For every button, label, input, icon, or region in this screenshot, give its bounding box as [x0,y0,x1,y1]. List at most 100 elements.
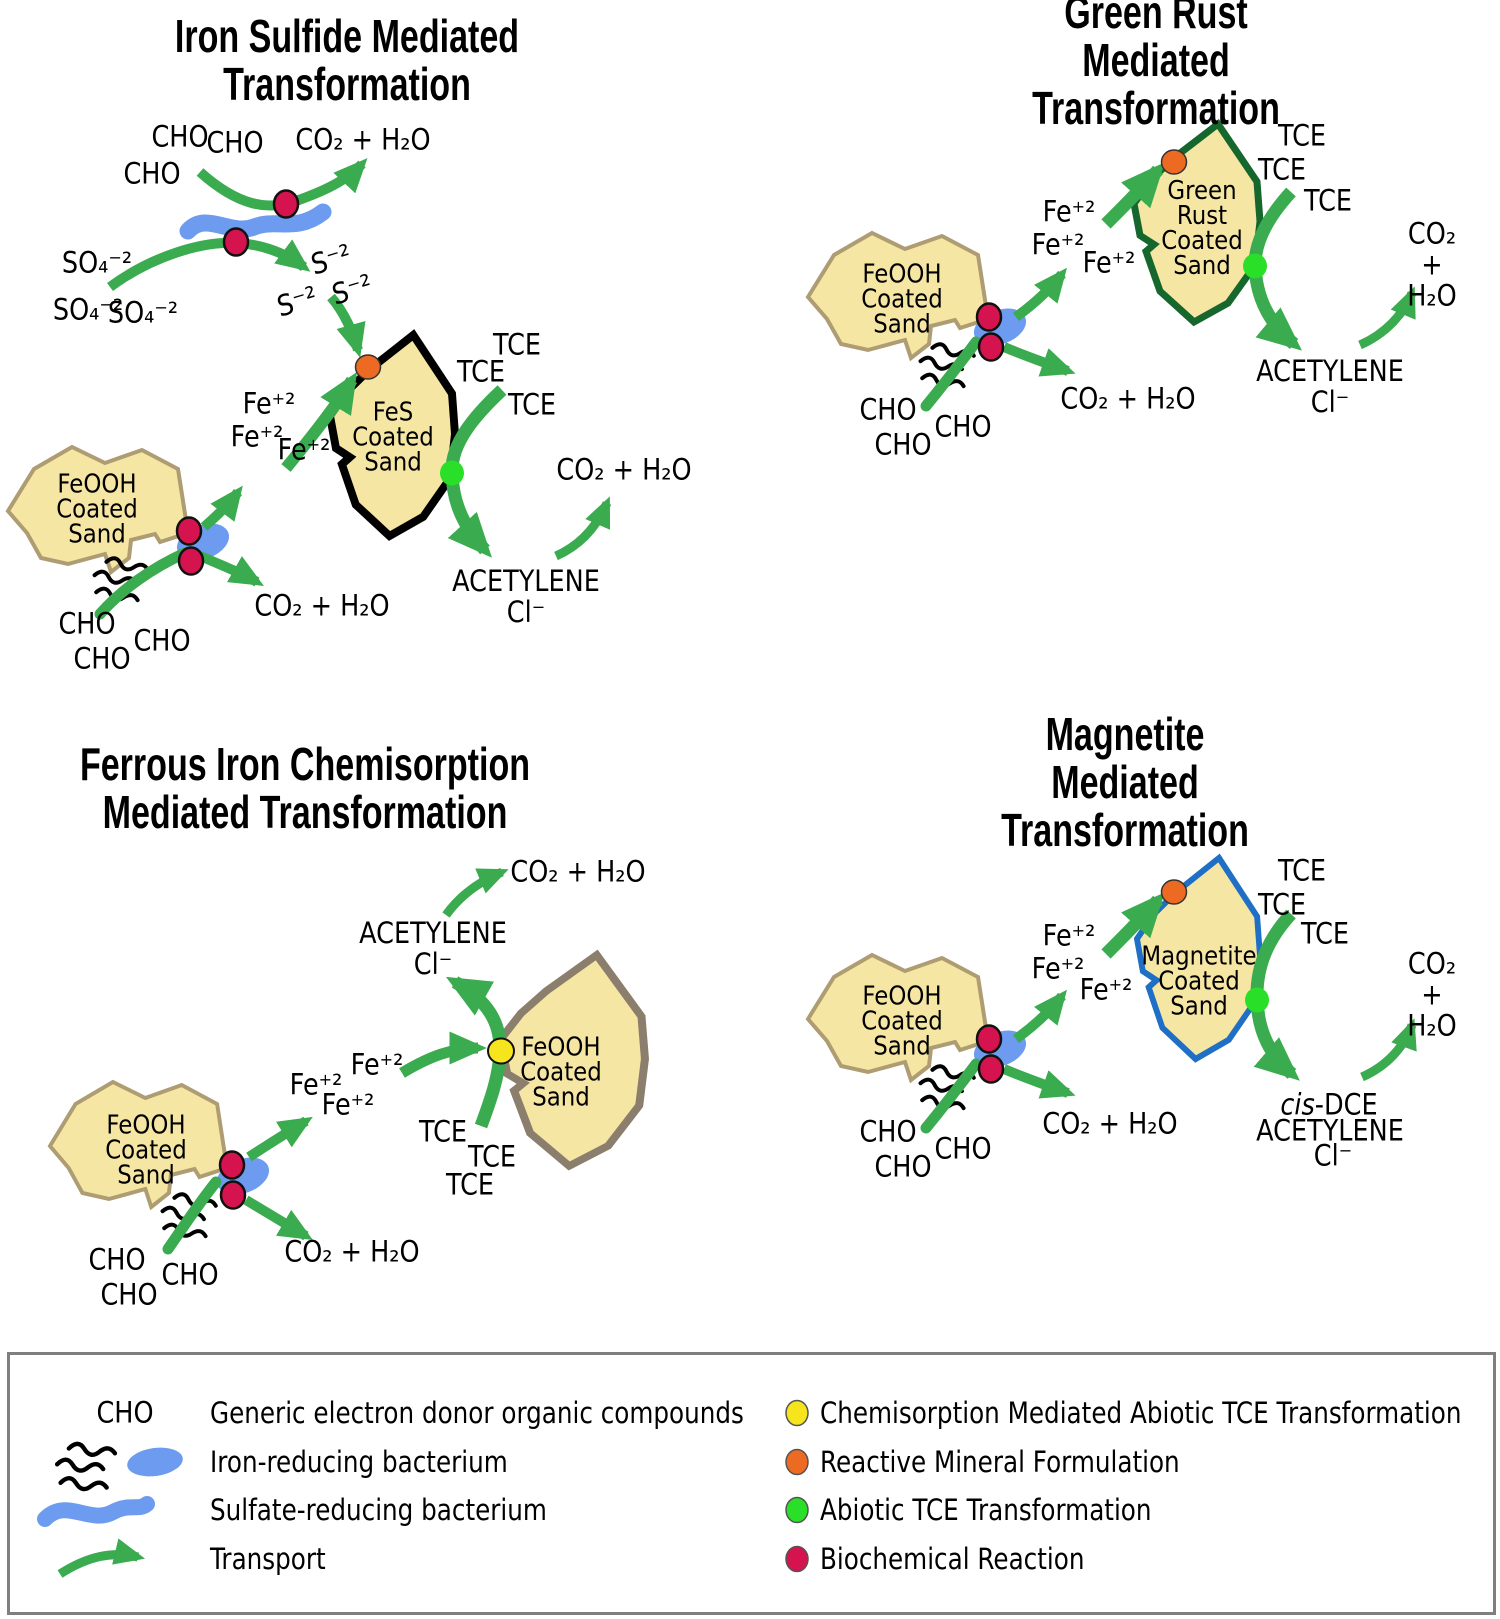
legend-icons [37,1399,809,1578]
tce-label: TCE [445,1167,495,1202]
biochemical-reaction-dot [175,516,203,546]
chloride-label: Cl⁻ [1313,1138,1353,1173]
panel-ferrous-iron-art [48,867,645,1255]
transport-arrow [200,485,243,531]
transport-arrow [920,1058,982,1134]
biochemical-reaction-dot [975,302,1003,332]
co2-h2o-label: CO₂ + H₂O [284,1234,420,1269]
co2-h2o-label: CO₂ + H₂O [510,854,646,889]
sulfate-reducing-bacterium-icon [37,1496,155,1527]
cho-label: CHO [934,409,992,444]
transport-arrow [1358,286,1417,350]
legend-item-transport: Transport [210,1542,326,1576]
panel-title-iron-sulfide: Iron Sulfide Mediated Transformation [174,10,520,110]
cho-label: CHO [874,1149,932,1184]
cho-label: CHO [100,1277,158,1312]
cho-label: CHO [88,1242,146,1277]
tce-label: TCE [456,354,506,389]
transport-arrow [399,1031,487,1078]
chemisorption-dot [487,1037,515,1065]
abiotic-transformation-dot [1243,253,1267,279]
sulfate-reducing-bacterium [179,203,332,240]
panel-title-magnetite: Magnetite Mediated Transformation [1001,708,1249,856]
biochemical-reaction-dot [975,1024,1003,1054]
tce-label: TCE [467,1139,517,1174]
acetylene-label: ACETYLENE Cl⁻ [359,916,507,981]
feooh-sand-label: FeOOH Coated Sand [520,1032,602,1113]
co2-h2o-label: CO₂ + H₂O [254,588,390,623]
co2-h2o-label: CO₂ + H₂O [556,452,692,487]
transport-arrow [107,237,311,292]
fe2-label: Fe⁺² [1082,245,1136,280]
cho-label: CHO [133,623,191,658]
co2-h2o-label: CO₂ + H₂O [1407,946,1457,1043]
legend-item-biochemical: Biochemical Reaction [820,1542,1085,1576]
legend-item-reactive-mineral: Reactive Mineral Formulation [820,1445,1180,1479]
biochemical-reaction-dot [219,1180,247,1210]
panel-title-green-rust: Green Rust Mediated Transformation [1032,0,1280,134]
legend-item-iron-reducing: Iron-reducing bacterium [210,1445,508,1479]
co2-h2o-label: CO₂ + H₂O [1042,1106,1178,1141]
fe2-label: Fe⁺² [230,419,284,454]
tce-label: TCE [1277,853,1327,888]
panel-title-ferrous-iron: Ferrous Iron Chemisorption Mediated Tran… [79,738,531,838]
legend-item-electron-donor: Generic electron donor organic compounds [210,1396,744,1430]
biochemical-reaction-dot [272,189,300,219]
co2-h2o-label: CO₂ + H₂O [1060,381,1196,416]
cis-italic: cis [1280,1087,1315,1122]
legend-item-sulfate-reducing: Sulfate-reducing bacterium [210,1493,547,1527]
transport-arrow [94,547,191,620]
cho-label: CHO [874,427,932,462]
legend-box [7,1352,1496,1615]
transport-arrow [162,1176,222,1255]
co2-h2o-label: CO₂ + H₂O [1407,216,1457,313]
transport-arrow [442,867,509,918]
transport-arrow [1002,1064,1076,1099]
biochemical-reaction-dot-icon [785,1545,809,1573]
feooh-sand-label: FeOOH Coated Sand [861,981,943,1062]
tce-label: TCE [1257,887,1307,922]
transport-arrow [1013,267,1067,322]
fe2-label: Fe⁺² [1031,227,1085,262]
legend-cho-symbol: CHO [96,1395,154,1430]
cho-label: CHO [73,641,131,676]
chemisorption-dot-icon [785,1399,809,1427]
abiotic-transformation-dot [1245,987,1269,1013]
panel-iron-sulfide-art [6,158,612,620]
reactive-mineral-dot [354,354,382,380]
cho-label: CHO [161,1257,219,1292]
biochemical-reaction-dot [177,546,205,576]
fe2-label: Fe⁺² [277,432,331,467]
green-rust-sand-label: Green Rust Coated Sand [1161,176,1243,281]
tce-label: TCE [492,327,542,362]
transport-arrow [243,1195,313,1241]
cho-label: CHO [859,1114,917,1149]
transport-arrow-icon [57,1538,146,1578]
cis-dce-label: cis-DCE [1280,1087,1377,1122]
feooh-sand-label: FeOOH Coated Sand [861,259,943,340]
fe2-label: Fe⁺² [1079,972,1133,1007]
reactive-mineral-dot [1160,149,1188,175]
transport-arrow [327,293,366,358]
fe2-label: Fe⁺² [242,386,296,421]
so4-label: SO₄⁻² [107,295,179,330]
feooh-sand-label: FeOOH Coated Sand [105,1110,187,1191]
fe2-label: Fe⁺² [1031,951,1085,986]
reactive-mineral-dot-icon [785,1448,809,1476]
biochemical-reaction-dot [977,1054,1005,1084]
tce-label: TCE [1300,916,1350,951]
transport-arrow [198,551,264,587]
feooh-sand-label: FeOOH Coated Sand [56,469,138,550]
fes-sand-label: FeS Coated Sand [352,397,434,478]
cho-label: CHO [58,606,116,641]
abiotic-transformation-dot [440,460,464,486]
panel-magnetite-art [806,858,1417,1134]
biochemical-reaction-dot [218,1150,246,1180]
tce-label: TCE [1257,152,1307,187]
cho-label: CHO [151,119,209,154]
abiotic-transformation-dot-icon [785,1496,809,1524]
tce-label: TCE [418,1114,468,1149]
transport-arrow [1013,989,1067,1044]
